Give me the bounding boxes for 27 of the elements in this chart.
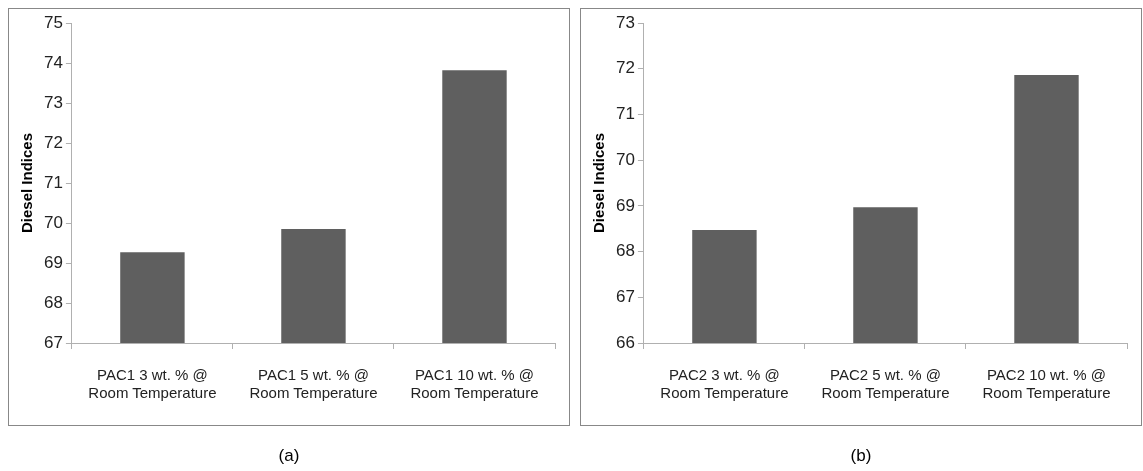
y-tick-label: 73 (615, 12, 635, 32)
y-tick-label: 73 (43, 92, 63, 112)
y-tick-label: 74 (43, 52, 63, 72)
x-tick-label: PAC1 5 wt. % @ Room Temperature (249, 366, 378, 402)
x-tick-label: PAC1 10 wt. % @ Room Temperature (410, 366, 539, 402)
y-tick-label: 72 (615, 58, 635, 78)
y-tick-label: 67 (615, 286, 635, 306)
y-tick-label: 69 (615, 195, 635, 215)
x-tick-label: PAC1 3 wt. % @ Room Temperature (88, 366, 217, 402)
y-axis-title: Diesel Indices (590, 132, 608, 234)
y-tick-label: 69 (43, 252, 63, 272)
x-tick-label: PAC2 3 wt. % @ Room Temperature (660, 366, 789, 402)
y-tick-label: 71 (43, 172, 63, 192)
y-tick-label: 68 (615, 241, 635, 261)
x-tick-label: PAC2 10 wt. % @ Room Temperature (982, 366, 1111, 402)
y-axis-title: Diesel Indices (18, 132, 36, 234)
y-tick-label: 68 (43, 292, 63, 312)
text: (a) (277, 446, 301, 466)
y-tick-label: 72 (43, 132, 63, 152)
y-tick-label: 75 (43, 12, 63, 32)
y-tick-label: 67 (43, 332, 63, 352)
text: (b) (849, 446, 873, 466)
y-tick-label: 66 (615, 332, 635, 352)
y-tick-label: 71 (615, 104, 635, 124)
y-tick-label: 70 (43, 212, 63, 232)
y-tick-label: 70 (615, 149, 635, 169)
x-tick-label: PAC2 5 wt. % @ Room Temperature (821, 366, 950, 402)
